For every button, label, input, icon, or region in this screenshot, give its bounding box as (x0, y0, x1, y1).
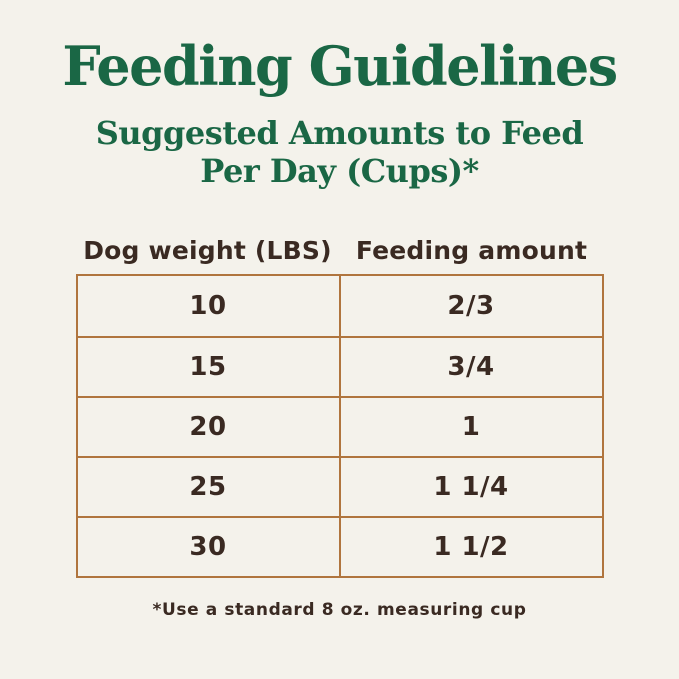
column-header-dog-weight: Dog weight (LBS) (83, 235, 332, 265)
amount-cell: 1 1/2 (433, 531, 509, 562)
table-row: 25 1 1/4 (77, 455, 602, 516)
amount-cell: 1 1/4 (433, 471, 509, 502)
table-column-headers: Dog weight (LBS) Feeding amount (76, 236, 604, 265)
table-row: 30 1 1/2 (77, 515, 602, 576)
table-row: 15 3/4 (77, 335, 602, 396)
column-header-feeding-amount: Feeding amount (355, 235, 588, 265)
amount-cell: 1 (461, 411, 481, 442)
weight-cell: 15 (78, 337, 341, 396)
table-row: 20 1 (77, 395, 602, 456)
weight-cell: 10 (78, 275, 341, 336)
measuring-cup-footnote: *Use a standard 8 oz. measuring cup (152, 599, 527, 620)
weight-cell: 25 (78, 457, 341, 516)
weight-cell: 20 (78, 397, 341, 456)
page-title: Feeding Guidelines (62, 34, 618, 98)
feeding-table: 10 2/3 15 3/4 20 1 25 1 1/4 30 1 1/2 (75, 273, 604, 578)
feeding-table-section: Dog weight (LBS) Feeding amount 10 2/3 1… (75, 236, 604, 578)
amount-cell: 2/3 (447, 290, 495, 321)
subtitle-line-2: Per Day (Cups)* (200, 152, 479, 191)
page-subtitle: Suggested Amounts to Feed Per Day (Cups)… (0, 114, 679, 191)
subtitle-line-1: Suggested Amounts to Feed (95, 114, 584, 153)
amount-cell: 3/4 (447, 351, 495, 382)
table-row: 10 2/3 (78, 275, 602, 336)
weight-cell: 30 (78, 517, 341, 576)
